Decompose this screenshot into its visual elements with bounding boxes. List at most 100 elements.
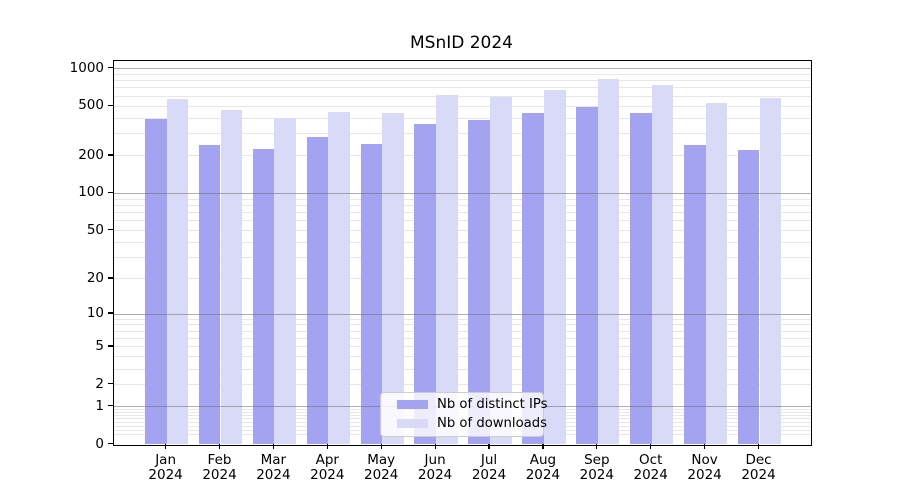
x-tick-month: Apr [315, 451, 339, 468]
x-tick-mark [542, 443, 544, 449]
y-tick-mark [108, 66, 113, 69]
minor-gridline [114, 105, 811, 107]
y-tick-mark [108, 277, 113, 279]
x-tick-mark [757, 443, 760, 449]
minor-gridline [114, 80, 811, 82]
y-tick-mark [108, 345, 113, 347]
minor-gridline [114, 73, 811, 75]
minor-gridline [114, 384, 811, 386]
x-tick-month: Aug [529, 451, 557, 468]
x-tick-month: Mar [260, 451, 287, 468]
legend-swatch-distinct-ips [397, 399, 428, 410]
x-tick-label: Sep 2024 [569, 452, 625, 484]
bar-aug-downloads [543, 90, 566, 445]
y-tick-mark [108, 104, 113, 106]
y-tick-label: 500 [78, 97, 104, 114]
y-tick-label: 1000 [69, 59, 104, 76]
x-tick-label: May 2024 [353, 451, 409, 484]
bar-mar-distinct-ips [252, 148, 275, 445]
x-tick-year: 2024 [687, 467, 722, 483]
bar-nov-downloads [705, 102, 728, 445]
minor-gridline [114, 95, 811, 97]
x-tick-year: 2024 [471, 467, 507, 483]
x-tick-month: Feb [207, 451, 232, 468]
x-tick-mark [650, 443, 652, 449]
x-tick-label: Nov 2024 [677, 452, 733, 484]
x-tick-mark [434, 443, 436, 449]
plot-area: Nb of distinct IPs Nb of downloads [113, 59, 812, 446]
bar-feb-downloads [220, 110, 243, 445]
y-tick-mark [108, 312, 113, 314]
y-tick-label: 100 [78, 184, 104, 201]
chart-title: MSnID 2024 [409, 33, 513, 53]
minor-gridline [114, 212, 811, 214]
y-tick-label: 50 [86, 221, 104, 238]
bar-jun-distinct-ips [414, 124, 437, 445]
minor-gridline [114, 278, 811, 280]
x-tick-year: 2024 [310, 467, 345, 483]
bar-jan-downloads [166, 98, 189, 445]
legend-label-downloads: Nb of downloads [437, 416, 547, 431]
bar-may-distinct-ips [360, 144, 383, 445]
major-gridline [114, 68, 811, 70]
x-tick-month: Jan [155, 451, 176, 468]
x-tick-mark [165, 443, 167, 449]
bar-jul-downloads [490, 96, 512, 445]
y-tick-mark [108, 383, 113, 385]
bar-dec-distinct-ips [737, 149, 760, 445]
minor-gridline [114, 324, 811, 326]
bar-feb-distinct-ips [198, 145, 221, 445]
x-tick-year: 2024 [417, 467, 453, 483]
x-tick-label: Feb 2024 [192, 451, 248, 484]
y-tick-label: 5 [95, 337, 104, 354]
legend-label-distinct-ips: Nb of distinct IPs [437, 397, 548, 412]
y-tick-label: 200 [78, 146, 104, 163]
major-gridline [114, 192, 811, 194]
x-tick-year: 2024 [202, 467, 237, 483]
x-tick-label: Apr 2024 [299, 451, 355, 484]
bar-mar-downloads [274, 117, 297, 445]
bar-dec-downloads [759, 97, 782, 445]
legend-item-downloads: Nb of downloads [381, 414, 547, 433]
y-tick-label: 20 [86, 269, 104, 286]
x-tick-mark [380, 443, 382, 449]
x-tick-label: Jan 2024 [138, 451, 194, 484]
x-tick-year: 2024 [741, 467, 776, 483]
x-tick-year: 2024 [525, 467, 561, 483]
x-tick-mark [704, 443, 706, 449]
x-tick-mark [488, 443, 490, 449]
x-tick-mark [326, 443, 328, 449]
minor-gridline [114, 198, 811, 200]
y-tick-mark [108, 405, 113, 407]
bar-jan-distinct-ips [144, 119, 167, 445]
y-tick-mark [108, 442, 113, 445]
x-tick-label: Aug 2024 [515, 451, 571, 484]
x-tick-month: Jul [480, 451, 498, 468]
bar-jun-downloads [436, 94, 458, 445]
minor-gridline [114, 204, 811, 206]
x-tick-label: Jul 2024 [461, 451, 517, 484]
y-tick-label: 1 [95, 397, 104, 414]
bar-nov-distinct-ips [683, 145, 706, 445]
x-tick-year: 2024 [256, 467, 291, 483]
minor-gridline [114, 318, 811, 320]
bar-jul-distinct-ips [468, 119, 490, 445]
x-tick-mark [596, 443, 598, 449]
bar-may-downloads [382, 113, 404, 445]
y-tick-mark [108, 191, 113, 194]
x-tick-year: 2024 [364, 467, 399, 483]
y-tick-mark [108, 154, 113, 156]
x-tick-month: Oct [639, 451, 663, 468]
x-tick-mark [218, 443, 221, 449]
x-tick-month: Dec [745, 451, 772, 468]
x-tick-month: May [367, 451, 396, 468]
x-tick-month: Jun [424, 451, 446, 468]
major-gridline [114, 313, 811, 315]
x-tick-year: 2024 [579, 467, 614, 483]
bar-apr-downloads [328, 111, 350, 445]
minor-gridline [114, 257, 811, 259]
bar-oct-distinct-ips [630, 113, 652, 445]
x-tick-label: Mar 2024 [245, 451, 301, 484]
y-tick-label: 2 [95, 375, 104, 392]
